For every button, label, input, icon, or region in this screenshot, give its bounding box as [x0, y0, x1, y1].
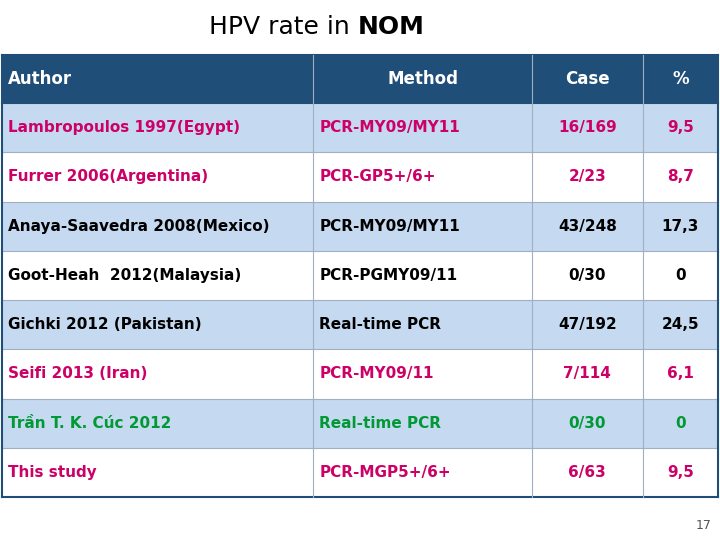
Bar — [2, 300, 718, 349]
Text: PCR-GP5+/6+: PCR-GP5+/6+ — [320, 170, 436, 184]
Text: 9,5: 9,5 — [667, 465, 694, 480]
Text: PCR-MY09/MY11: PCR-MY09/MY11 — [320, 120, 460, 135]
Text: Lambropoulos 1997(Egypt): Lambropoulos 1997(Egypt) — [8, 120, 240, 135]
Text: 0: 0 — [675, 416, 685, 430]
Text: Method: Method — [387, 70, 458, 88]
Text: PCR-MY09/MY11: PCR-MY09/MY11 — [320, 219, 460, 234]
Text: 0/30: 0/30 — [569, 416, 606, 430]
Text: Real-time PCR: Real-time PCR — [320, 416, 441, 430]
Text: NOM: NOM — [358, 15, 425, 39]
Text: PCR-MY09/11: PCR-MY09/11 — [320, 366, 434, 381]
Text: 0: 0 — [675, 268, 685, 283]
Text: 0/30: 0/30 — [569, 268, 606, 283]
Text: Seifi 2013 (Iran): Seifi 2013 (Iran) — [8, 366, 148, 381]
Text: 9,5: 9,5 — [667, 120, 694, 135]
Text: This study: This study — [8, 465, 96, 480]
Text: Furrer 2006(Argentina): Furrer 2006(Argentina) — [8, 170, 208, 184]
Bar — [2, 349, 718, 399]
Bar — [2, 152, 718, 201]
Text: Anaya-Saavedra 2008(Mexico): Anaya-Saavedra 2008(Mexico) — [8, 219, 269, 234]
Bar — [2, 251, 718, 300]
Text: 17: 17 — [696, 519, 712, 532]
Bar — [2, 448, 718, 497]
Text: Goot-Heah  2012(Malaysia): Goot-Heah 2012(Malaysia) — [8, 268, 241, 283]
Text: Author: Author — [8, 70, 72, 88]
Bar — [2, 55, 718, 103]
Text: HPV rate in: HPV rate in — [210, 15, 358, 39]
Bar — [2, 399, 718, 448]
Text: 6/63: 6/63 — [569, 465, 606, 480]
Bar — [2, 201, 718, 251]
Text: 47/192: 47/192 — [558, 317, 617, 332]
Text: %: % — [672, 70, 689, 88]
Text: 16/169: 16/169 — [558, 120, 617, 135]
Text: 7/114: 7/114 — [563, 366, 611, 381]
Text: Real-time PCR: Real-time PCR — [320, 317, 441, 332]
Text: 2/23: 2/23 — [569, 170, 606, 184]
Text: Gichki 2012 (Pakistan): Gichki 2012 (Pakistan) — [8, 317, 202, 332]
Text: PCR-MGP5+/6+: PCR-MGP5+/6+ — [320, 465, 451, 480]
Text: 6,1: 6,1 — [667, 366, 694, 381]
Text: 8,7: 8,7 — [667, 170, 694, 184]
Text: 24,5: 24,5 — [662, 317, 699, 332]
Text: PCR-PGMY09/11: PCR-PGMY09/11 — [320, 268, 458, 283]
Text: Case: Case — [565, 70, 610, 88]
Bar — [2, 103, 718, 152]
Text: 43/248: 43/248 — [558, 219, 617, 234]
Text: Trần T. K. Cúc 2012: Trần T. K. Cúc 2012 — [8, 416, 171, 430]
Text: 17,3: 17,3 — [662, 219, 699, 234]
